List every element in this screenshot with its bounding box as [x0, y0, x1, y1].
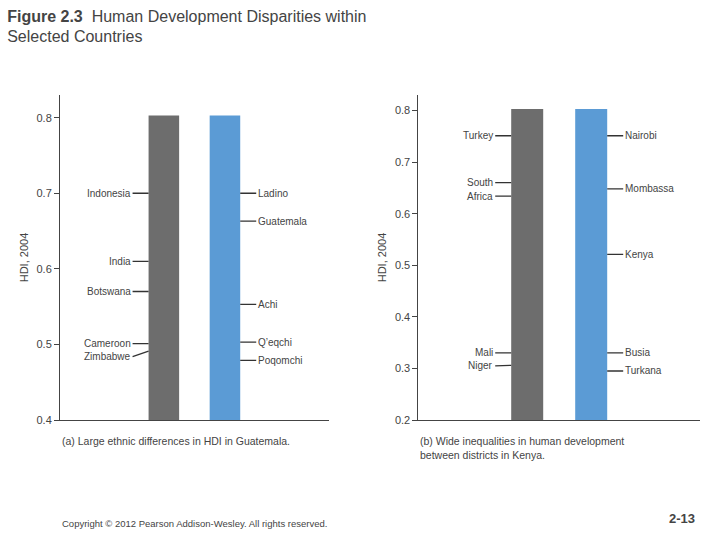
svg-text:HDI, 2004: HDI, 2004 — [376, 233, 388, 283]
svg-text:0.3: 0.3 — [395, 362, 410, 374]
svg-text:Cameroon: Cameroon — [84, 338, 131, 349]
svg-text:Figure 2.3 Human Development: Figure 2.3 Human Development Disparities… — [7, 8, 366, 46]
svg-text:2-13: 2-13 — [669, 511, 695, 526]
svg-text:South: South — [467, 177, 493, 188]
svg-text:0.4: 0.4 — [37, 414, 52, 426]
svg-text:Botswana: Botswana — [87, 286, 131, 297]
svg-text:0.7: 0.7 — [395, 156, 410, 168]
svg-text:Busia: Busia — [625, 347, 650, 358]
svg-text:Achi: Achi — [258, 299, 277, 310]
svg-text:Mali: Mali — [475, 347, 493, 358]
svg-text:Indonesia: Indonesia — [87, 188, 131, 199]
svg-text:HDI, 2004: HDI, 2004 — [18, 233, 30, 283]
svg-text:Kenya: Kenya — [625, 249, 654, 260]
svg-text:Guatemala: Guatemala — [258, 216, 307, 227]
svg-text:Zimbabwe: Zimbabwe — [84, 351, 131, 362]
svg-text:0.6: 0.6 — [37, 263, 52, 275]
svg-text:0.7: 0.7 — [37, 187, 52, 199]
svg-text:0.8: 0.8 — [37, 112, 52, 124]
svg-text:Copyright © 2012 Pearson Addis: Copyright © 2012 Pearson Addison-Wesley.… — [62, 518, 327, 529]
svg-text:(a) Large ethnic differences i: (a) Large ethnic differences in HDI in G… — [62, 435, 290, 447]
svg-text:India: India — [109, 256, 131, 267]
svg-text:0.4: 0.4 — [395, 311, 410, 323]
svg-text:(b) Wide inequalities in human: (b) Wide inequalities in human developme… — [420, 435, 624, 461]
svg-text:Niger: Niger — [468, 360, 493, 371]
svg-text:Q’eqchi: Q’eqchi — [258, 337, 292, 348]
svg-text:Turkana: Turkana — [625, 365, 662, 376]
svg-text:Mombassa: Mombassa — [625, 183, 674, 194]
svg-text:Turkey: Turkey — [463, 130, 493, 141]
svg-text:0.2: 0.2 — [395, 414, 410, 426]
svg-text:Nairobi: Nairobi — [625, 130, 657, 141]
svg-text:0.5: 0.5 — [37, 338, 52, 350]
svg-text:0.8: 0.8 — [395, 104, 410, 116]
svg-text:0.6: 0.6 — [395, 208, 410, 220]
svg-text:Africa: Africa — [467, 191, 493, 202]
svg-text:Ladino: Ladino — [258, 188, 288, 199]
svg-text:Poqomchi: Poqomchi — [258, 355, 302, 366]
svg-text:0.5: 0.5 — [395, 259, 410, 271]
